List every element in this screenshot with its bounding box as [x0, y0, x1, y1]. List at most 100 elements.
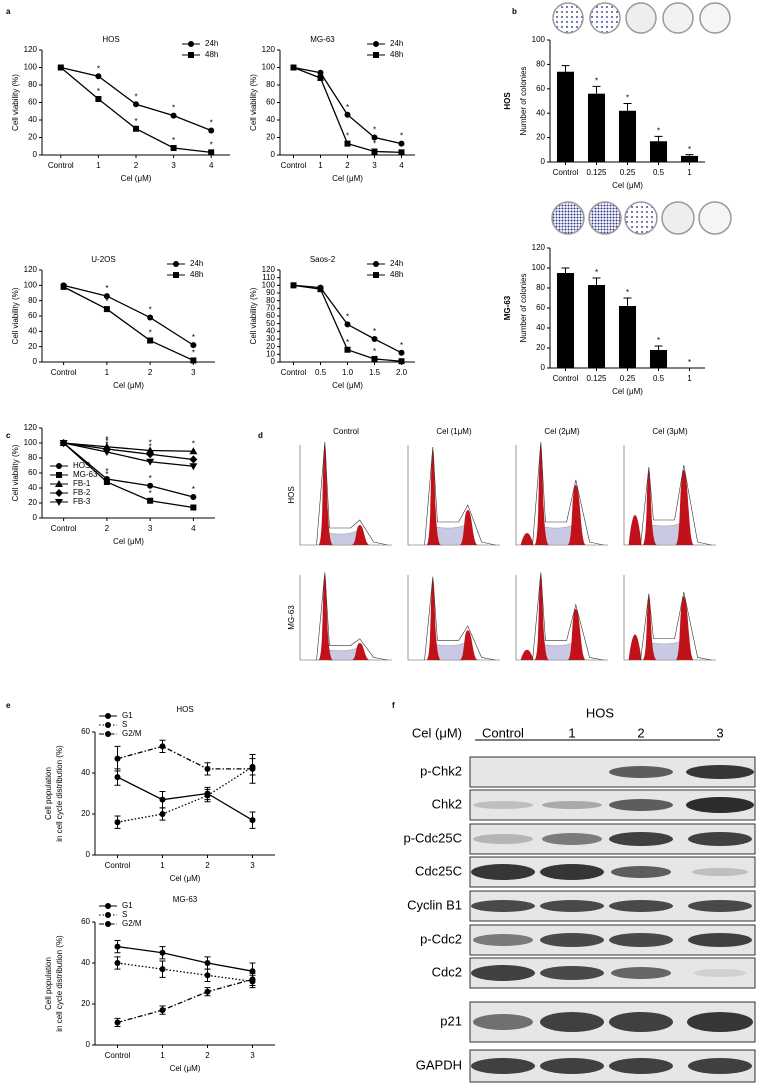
marker: [190, 494, 197, 500]
lane-label: 2: [637, 725, 644, 740]
legend-marker: [173, 272, 179, 278]
lane-label: 1: [568, 725, 575, 740]
y-tick-label: 80: [266, 80, 275, 89]
significance: *: [688, 145, 691, 154]
x-axis-label: Cel (μM): [332, 174, 363, 183]
x-tick-label: 0.25: [620, 374, 636, 383]
y-axis-label: Cell viability (%): [249, 74, 258, 131]
marker: [208, 149, 215, 156]
flow-peak: [351, 643, 370, 660]
x-axis-label: Cel (μM): [113, 381, 144, 390]
marker: [317, 75, 324, 81]
y-tick-label: 110: [262, 273, 275, 282]
y-tick-label: 60: [81, 727, 90, 736]
y-axis-label: Cell viability (%): [11, 444, 20, 501]
y-tick-label: 40: [81, 958, 90, 967]
marker: [344, 346, 351, 353]
legend-marker: [56, 463, 62, 469]
x-tick-label: 2: [148, 368, 153, 377]
marker: [208, 127, 215, 134]
x-tick-label: 0.25: [620, 168, 636, 177]
bar: [649, 141, 668, 162]
y-tick-label: 60: [536, 303, 545, 312]
significance: *: [373, 126, 376, 135]
x-tick-label: 3: [250, 1051, 255, 1060]
marker: [190, 357, 197, 364]
legend-label: 24h: [390, 259, 403, 268]
marker: [147, 482, 154, 489]
flow-peak: [520, 533, 534, 545]
legend-label: G1: [122, 711, 133, 720]
marker: [317, 69, 324, 76]
x-tick-label: 3: [191, 368, 196, 377]
marker: [170, 112, 177, 119]
significance: *: [210, 119, 213, 128]
marker: [159, 966, 166, 973]
x-tick-label: 0.5: [653, 374, 665, 383]
significance: *: [172, 104, 175, 113]
flow-envelope: [424, 576, 496, 661]
y-tick-label: 80: [536, 283, 545, 292]
marker: [398, 349, 405, 356]
significance: *: [210, 140, 213, 149]
marker: [170, 145, 177, 151]
legend-label: 48h: [390, 270, 403, 279]
blot-title: HOS: [586, 705, 615, 720]
y-tick-label: 100: [532, 35, 546, 44]
y-tick-label: 20: [81, 999, 90, 1008]
bar: [649, 350, 668, 368]
significance: *: [105, 297, 108, 306]
x-axis-label: Cel (μM): [612, 181, 643, 190]
flow-peak: [534, 445, 550, 545]
significance: *: [105, 470, 108, 479]
marker: [189, 447, 198, 455]
y-tick-label: 40: [28, 326, 37, 335]
legend-marker: [55, 489, 63, 497]
marker: [133, 101, 139, 108]
marker: [146, 458, 155, 466]
y-axis-label: Cell viability (%): [11, 74, 20, 131]
legend-label: G2/M: [122, 919, 142, 928]
legend-label: 24h: [390, 39, 403, 48]
x-tick-label: 2: [345, 161, 350, 170]
y-tick-label: 60: [266, 98, 275, 107]
line: [63, 286, 194, 362]
x-tick-label: 4: [399, 161, 404, 170]
legend-marker: [373, 41, 379, 47]
marker: [102, 449, 111, 456]
legend-marker: [188, 52, 194, 58]
y-tick-label: 20: [28, 342, 37, 351]
marker: [344, 140, 351, 147]
x-axis-label: Cel (μM): [170, 874, 201, 883]
y-tick-label: 120: [24, 423, 38, 432]
colony-plates: [551, 2, 732, 235]
significance: *: [346, 103, 349, 112]
y-tick-label: 20: [536, 343, 545, 352]
y-tick-label: 120: [262, 265, 276, 274]
western-blot: HOS Cel (μM) Control 1 2 3 p-Chk2 Chk2 p-Cdc25C C…: [403, 705, 756, 1083]
x-tick-label: 2.0: [396, 368, 408, 377]
marker: [371, 336, 378, 342]
marker: [159, 743, 166, 750]
lane-label: 3: [716, 725, 723, 740]
legend-marker: [105, 903, 111, 909]
y-tick-label: 0: [271, 150, 276, 159]
significance: *: [688, 358, 691, 367]
legend-marker: [188, 41, 194, 47]
marker: [60, 283, 67, 290]
significance: *: [192, 496, 195, 505]
flow-envelope: [532, 572, 604, 661]
x-tick-label: 2: [105, 524, 110, 533]
column-title: Cel (2μM): [544, 427, 580, 436]
marker: [159, 796, 166, 803]
bar: [618, 110, 637, 162]
error-bar: [623, 297, 632, 306]
y-axis-label: Number of colonies: [519, 274, 528, 343]
error-bar: [654, 135, 663, 142]
flow-envelope: [316, 572, 388, 661]
error-bar: [592, 85, 601, 94]
x-tick-label: Control: [553, 374, 579, 383]
legend-label: 48h: [190, 270, 203, 279]
y-tick-label: 40: [266, 326, 275, 335]
